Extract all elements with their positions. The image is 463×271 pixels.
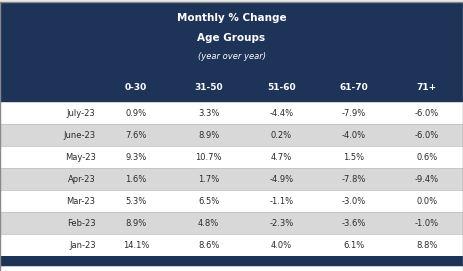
Bar xyxy=(0,168,463,190)
Text: 8.8%: 8.8% xyxy=(416,240,438,250)
Text: -2.3%: -2.3% xyxy=(269,218,294,227)
Text: Mar-23: Mar-23 xyxy=(67,196,95,205)
Bar xyxy=(0,124,463,146)
Bar xyxy=(0,234,463,256)
Bar xyxy=(0,190,463,212)
Text: 0.9%: 0.9% xyxy=(125,108,146,118)
Text: 9.3%: 9.3% xyxy=(125,153,146,162)
Text: -1.1%: -1.1% xyxy=(269,196,294,205)
Text: 1.6%: 1.6% xyxy=(125,175,146,183)
Bar xyxy=(0,256,463,266)
Text: 8.6%: 8.6% xyxy=(198,240,219,250)
Text: 6.5%: 6.5% xyxy=(198,196,219,205)
Text: 4.8%: 4.8% xyxy=(198,218,219,227)
Text: 4.7%: 4.7% xyxy=(271,153,292,162)
Text: -4.0%: -4.0% xyxy=(342,131,366,140)
Text: 6.1%: 6.1% xyxy=(344,240,364,250)
Text: -3.6%: -3.6% xyxy=(342,218,366,227)
Text: 0.2%: 0.2% xyxy=(271,131,292,140)
Text: 14.1%: 14.1% xyxy=(123,240,149,250)
Bar xyxy=(0,74,463,102)
Bar xyxy=(0,146,463,168)
Bar xyxy=(0,212,463,234)
Text: 5.3%: 5.3% xyxy=(125,196,146,205)
Text: -6.0%: -6.0% xyxy=(414,131,439,140)
Text: 7.6%: 7.6% xyxy=(125,131,147,140)
Text: 61-70: 61-70 xyxy=(339,83,369,92)
Text: -7.8%: -7.8% xyxy=(342,175,366,183)
Text: 31-50: 31-50 xyxy=(194,83,223,92)
Bar xyxy=(0,102,463,124)
Text: May-23: May-23 xyxy=(65,153,95,162)
Text: (year over year): (year over year) xyxy=(198,52,265,61)
Text: -4.9%: -4.9% xyxy=(269,175,294,183)
Text: 8.9%: 8.9% xyxy=(198,131,219,140)
Text: Monthly % Change: Monthly % Change xyxy=(177,13,286,23)
Text: 51-60: 51-60 xyxy=(267,83,295,92)
Text: -4.4%: -4.4% xyxy=(269,108,294,118)
Text: Feb-23: Feb-23 xyxy=(67,218,95,227)
Text: 8.9%: 8.9% xyxy=(125,218,146,227)
Bar xyxy=(0,2,463,74)
Text: -6.0%: -6.0% xyxy=(414,108,439,118)
Text: 0-30: 0-30 xyxy=(125,83,147,92)
Text: -7.9%: -7.9% xyxy=(342,108,366,118)
Text: July-23: July-23 xyxy=(67,108,95,118)
Text: -3.0%: -3.0% xyxy=(342,196,366,205)
Text: 0.6%: 0.6% xyxy=(416,153,437,162)
Text: Age Groups: Age Groups xyxy=(197,33,266,43)
Text: 3.3%: 3.3% xyxy=(198,108,219,118)
Bar xyxy=(0,266,463,271)
Text: -9.4%: -9.4% xyxy=(414,175,439,183)
Text: 4.0%: 4.0% xyxy=(271,240,292,250)
Text: -1.0%: -1.0% xyxy=(414,218,439,227)
Text: 1.5%: 1.5% xyxy=(344,153,364,162)
Text: 10.7%: 10.7% xyxy=(195,153,222,162)
Text: 1.7%: 1.7% xyxy=(198,175,219,183)
Text: 0.0%: 0.0% xyxy=(416,196,437,205)
Text: 71+: 71+ xyxy=(417,83,437,92)
Text: Apr-23: Apr-23 xyxy=(68,175,95,183)
Text: June-23: June-23 xyxy=(63,131,95,140)
Text: Jan-23: Jan-23 xyxy=(69,240,95,250)
